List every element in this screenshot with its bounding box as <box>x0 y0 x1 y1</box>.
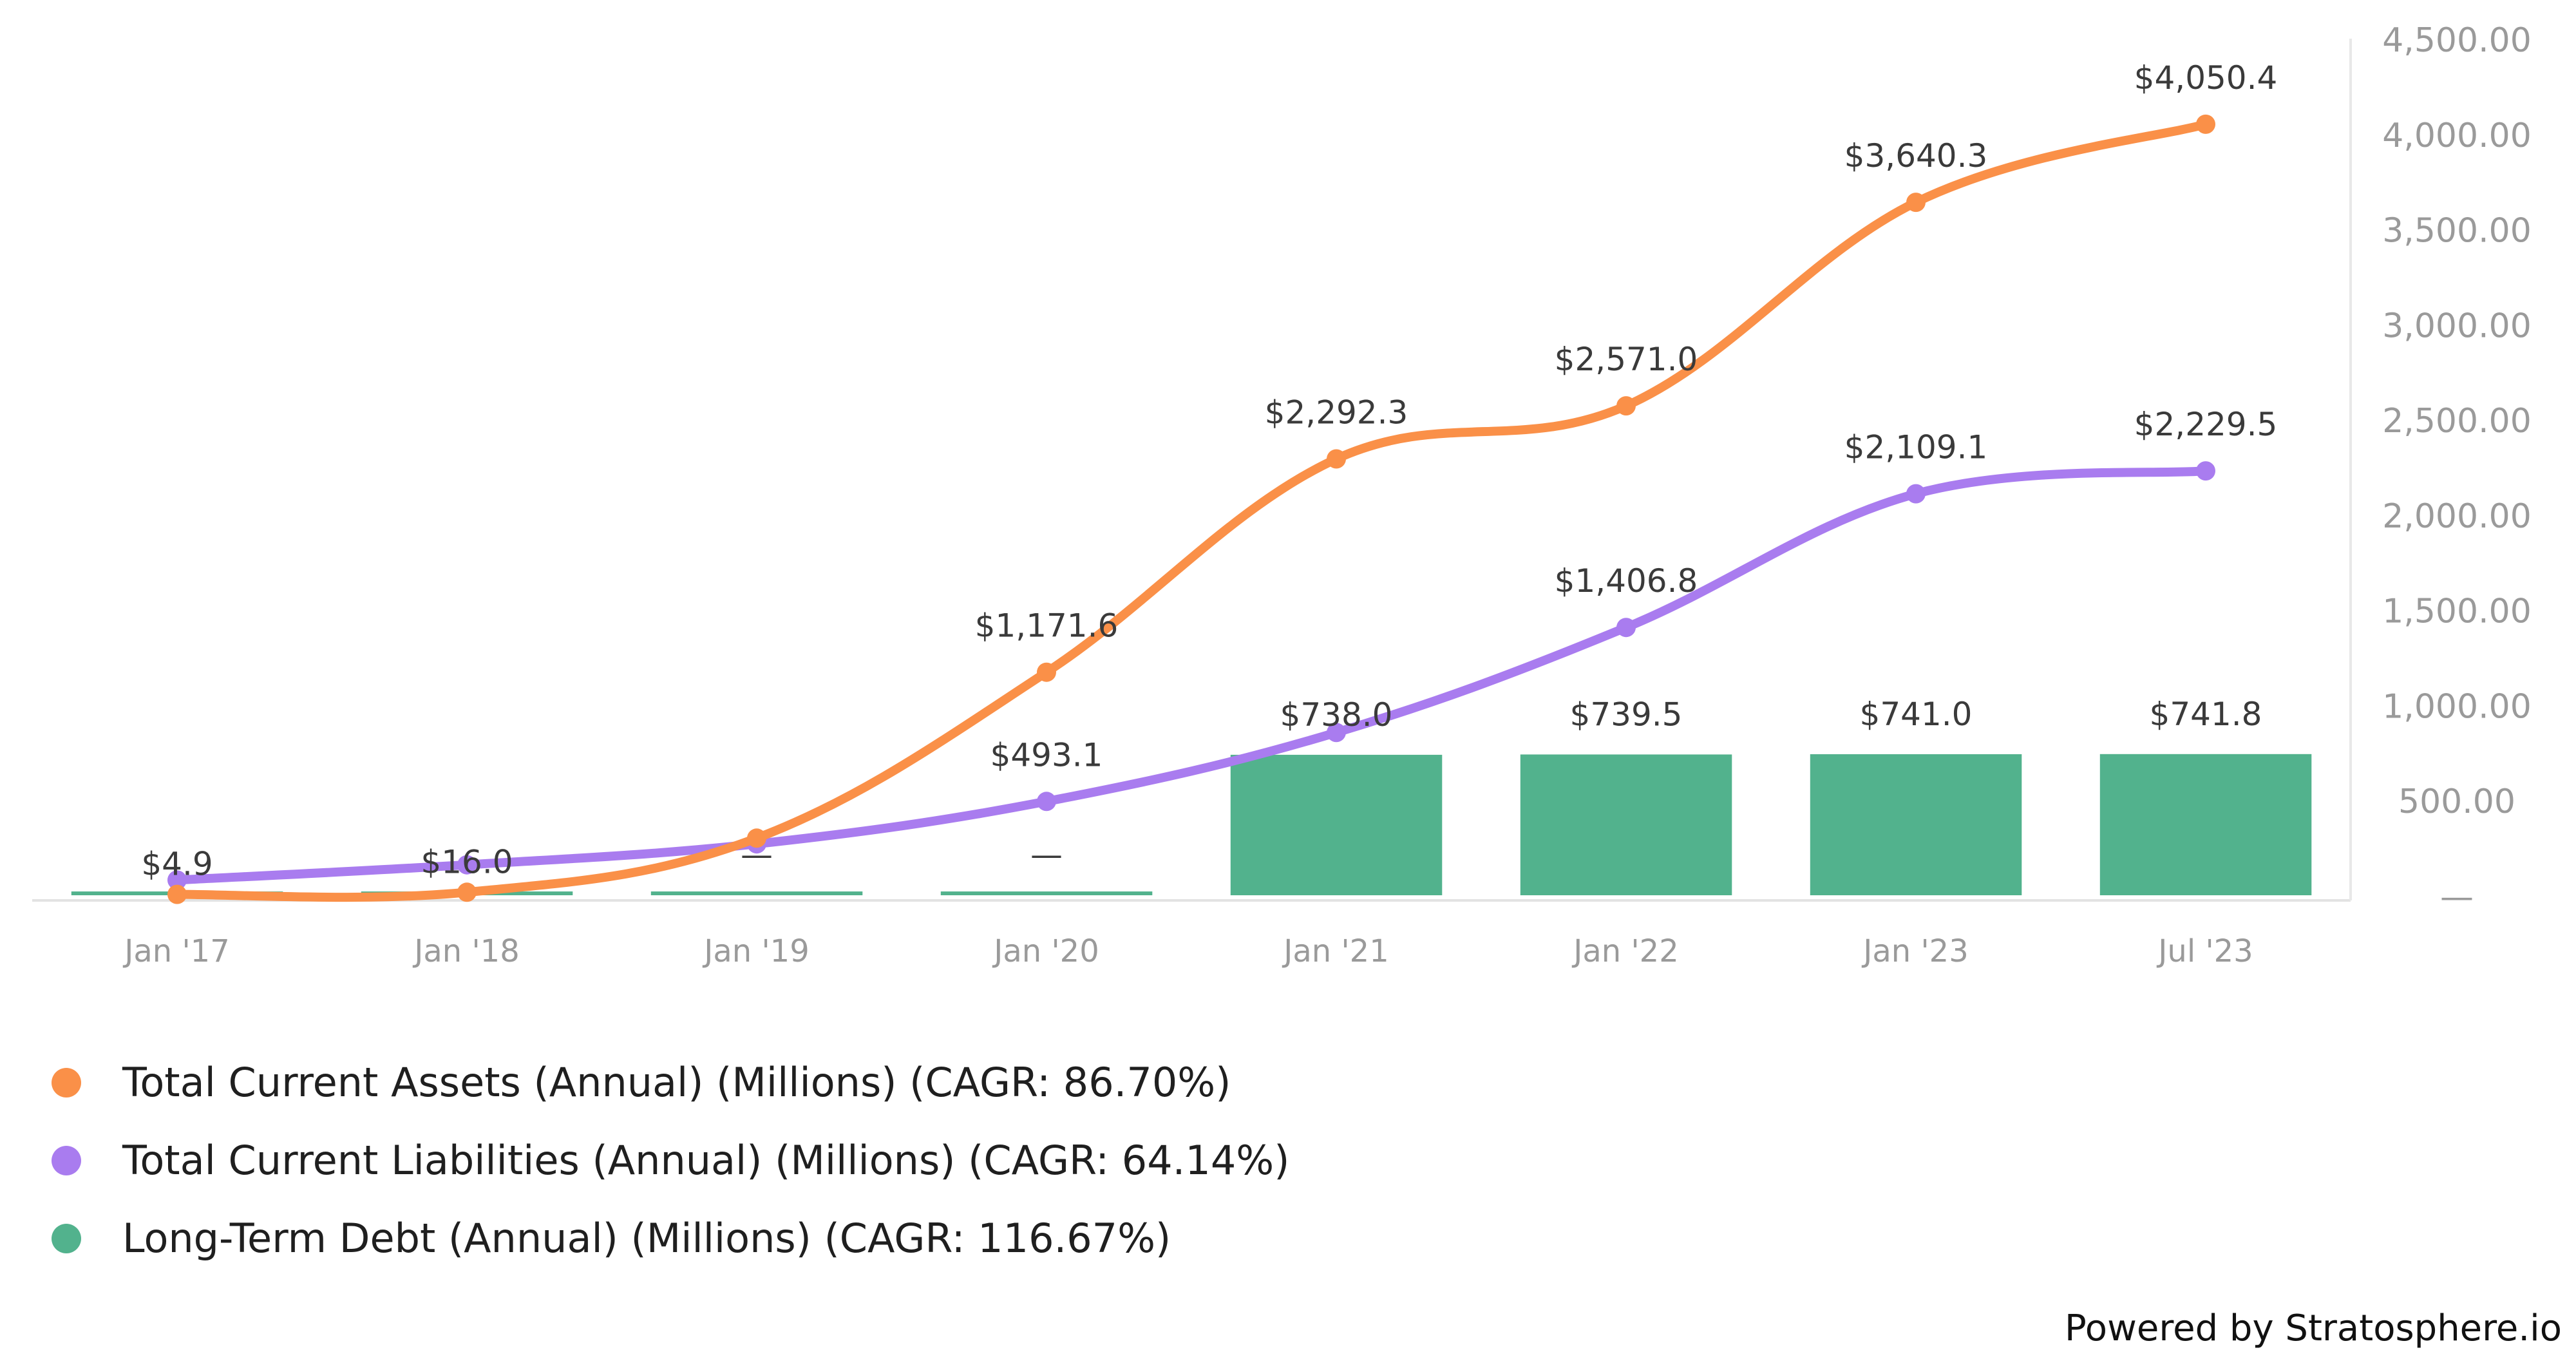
x-tick-label-jan-23: Jan '23 <box>1861 933 1969 969</box>
data-label-long-term-debt-jan-23: $741.0 <box>1860 696 1973 733</box>
y-tick-label-6: 3,000.00 <box>2382 307 2532 345</box>
x-tick-label-jan-17: Jan '17 <box>122 933 230 969</box>
y-tick-label-0: — <box>2440 878 2474 917</box>
legend: Total Current Assets (Annual) (Millions)… <box>52 1043 1289 1277</box>
point-total-current-assets-jan-22 <box>1616 396 1636 416</box>
legend-label-total-current-liabilities: Total Current Liabilities (Annual) (Mill… <box>122 1137 1290 1184</box>
y-tick-label-9: 4,500.00 <box>2382 21 2532 60</box>
data-label-long-term-debt-jul-23: $741.8 <box>2150 696 2262 733</box>
point-total-current-assets-jul-23 <box>2196 114 2215 134</box>
data-label-total-current-assets-jan-23: $3,640.3 <box>1844 137 1988 175</box>
legend-item-total-current-liabilities[interactable]: Total Current Liabilities (Annual) (Mill… <box>52 1121 1289 1199</box>
data-label-total-current-assets-jan-20: $1,171.6 <box>975 607 1119 645</box>
data-label-total-current-assets-jan-21: $2,292.3 <box>1265 394 1408 432</box>
data-label-total-current-assets-jan-18: $16.0 <box>421 843 513 880</box>
legend-item-long-term-debt[interactable]: Long-Term Debt (Annual) (Millions) (CAGR… <box>52 1199 1289 1277</box>
data-label-long-term-debt-jan-22: $739.5 <box>1570 696 1683 733</box>
x-tick-label-jan-19: Jan '19 <box>702 933 810 969</box>
y-tick-label-8: 4,000.00 <box>2382 117 2532 155</box>
bar-long-term-debt-jan-19 <box>650 891 863 895</box>
legend-label-long-term-debt: Long-Term Debt (Annual) (Millions) (CAGR… <box>122 1215 1171 1262</box>
point-total-current-liabilities-jul-23 <box>2196 461 2215 481</box>
point-total-current-assets-jan-21 <box>1327 449 1346 469</box>
powered-by-footer: Powered by Stratosphere.io <box>2065 1307 2562 1349</box>
point-total-current-liabilities-jan-22 <box>1616 618 1636 638</box>
bar-long-term-debt-jan-21 <box>1230 754 1443 895</box>
bar-long-term-debt-jan-23 <box>1810 754 2022 895</box>
data-label-total-current-assets-jan-17: $4.9 <box>141 846 213 883</box>
legend-dot-total-current-liabilities <box>52 1145 81 1175</box>
point-total-current-assets-jan-20 <box>1037 662 1056 682</box>
line-total-current-liabilities <box>173 466 2210 885</box>
x-tick-label-jul-23: Jul '23 <box>2156 933 2253 969</box>
legend-item-total-current-assets[interactable]: Total Current Assets (Annual) (Millions)… <box>52 1043 1289 1121</box>
point-total-current-assets-jan-19 <box>747 828 766 848</box>
point-total-current-liabilities-jan-21 <box>1327 723 1346 743</box>
y-tick-label-4: 2,000.00 <box>2382 497 2532 536</box>
bar-long-term-debt-jan-20 <box>940 891 1153 895</box>
y-tick-label-3: 1,500.00 <box>2382 593 2532 631</box>
bar-long-term-debt-jan-22 <box>1520 754 1732 895</box>
y-tick-label-7: 3,500.00 <box>2382 212 2532 251</box>
y-tick-label-5: 2,500.00 <box>2382 402 2532 441</box>
data-label-total-current-assets-jan-22: $2,571.0 <box>1555 341 1698 378</box>
y-tick-label-1: 500.00 <box>2398 783 2515 821</box>
x-tick-label-jan-18: Jan '18 <box>412 933 520 969</box>
point-total-current-liabilities-jan-20 <box>1037 792 1056 812</box>
data-label-total-current-liabilities-jul-23: $2,229.5 <box>2134 406 2278 443</box>
data-label-long-term-debt-jan-21: $738.0 <box>1280 696 1393 734</box>
legend-dot-total-current-assets <box>52 1067 81 1098</box>
point-total-current-liabilities-jan-17 <box>167 870 187 890</box>
point-total-current-assets-jan-23 <box>1906 193 1926 213</box>
y-tick-label-2: 1,000.00 <box>2382 687 2532 726</box>
data-label-long-term-debt-jan-20: — <box>1030 836 1063 873</box>
chart-svg: — 500.00 1,000.00 1,500.00 2,000.00 2,500.00 3… <box>32 21 2532 969</box>
x-tick-label-jan-21: Jan '21 <box>1282 933 1389 969</box>
bar-long-term-debt-jul-23 <box>2099 754 2312 895</box>
point-total-current-liabilities-jan-18 <box>457 855 477 875</box>
point-total-current-liabilities-jan-23 <box>1906 484 1926 504</box>
data-label-total-current-liabilities-jan-22: $1,406.8 <box>1555 562 1698 600</box>
point-total-current-assets-jan-17 <box>167 884 187 904</box>
legend-dot-long-term-debt <box>52 1223 81 1253</box>
data-label-total-current-liabilities-jan-23: $2,109.1 <box>1844 429 1988 466</box>
legend-label-total-current-assets: Total Current Assets (Annual) (Millions)… <box>122 1059 1231 1106</box>
x-tick-label-jan-22: Jan '22 <box>1571 933 1679 969</box>
data-label-total-current-liabilities-jan-20: $493.1 <box>990 736 1103 774</box>
line-total-current-assets <box>173 119 2210 902</box>
data-label-long-term-debt-jan-19: — <box>741 836 773 873</box>
point-total-current-assets-jan-18 <box>457 882 477 902</box>
data-label-total-current-assets-jul-23: $4,050.4 <box>2134 59 2278 97</box>
x-tick-label-jan-20: Jan '20 <box>992 933 1099 969</box>
